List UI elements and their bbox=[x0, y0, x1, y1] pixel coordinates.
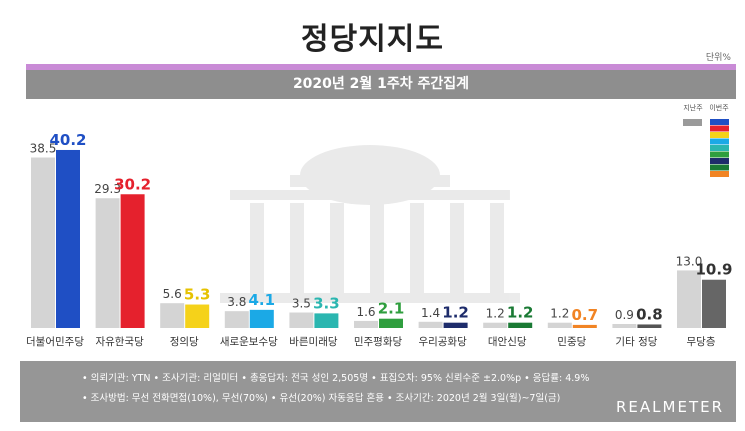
legend-prev-label: 지난주 bbox=[683, 103, 703, 112]
value-prev-4: 3.5 bbox=[292, 297, 311, 311]
value-prev-5: 1.6 bbox=[356, 305, 375, 319]
legend-curr-swatch-6 bbox=[710, 158, 729, 164]
bars: 38.540.2 더불어민주당 29.330.2 자유한국당 5.6 5.3 정의당 3.8 4… bbox=[26, 131, 732, 348]
survey-note-1: • 의뢰기관: YTN • 조사기관: 리얼미터 • 총응답자: 전국 성인 2… bbox=[82, 373, 590, 384]
legend-curr-swatch-4 bbox=[710, 145, 729, 151]
bar-prev-1 bbox=[95, 198, 120, 328]
value-prev-1: 29.3 bbox=[94, 182, 121, 196]
category-label-4: 바른미래당 bbox=[289, 336, 338, 348]
value-curr-2: 5.3 bbox=[184, 286, 211, 304]
legend-curr-swatch-3 bbox=[710, 138, 729, 145]
legend-curr-label: 이번주 bbox=[709, 103, 729, 112]
bar-curr-5 bbox=[379, 318, 403, 328]
category-label-6: 우리공화당 bbox=[418, 336, 467, 348]
legend-curr-swatch-2 bbox=[710, 132, 729, 138]
value-prev-3: 3.8 bbox=[227, 295, 246, 309]
category-label-8: 민중당 bbox=[557, 336, 586, 348]
category-label-9: 기타 정당 bbox=[615, 336, 657, 348]
legend-curr-swatch-1 bbox=[710, 125, 729, 132]
bar-curr-2 bbox=[185, 304, 210, 328]
accent-stripe bbox=[26, 64, 736, 70]
category-label-5: 민주평화당 bbox=[354, 336, 403, 348]
bar-prev-7 bbox=[483, 322, 508, 328]
bar-prev-9 bbox=[612, 324, 637, 328]
category-label-2: 정의당 bbox=[170, 336, 199, 348]
value-curr-1: 30.2 bbox=[114, 175, 151, 193]
bar-prev-10 bbox=[677, 270, 701, 328]
watermark-building-icon bbox=[220, 145, 520, 303]
legend-curr-swatch-8 bbox=[710, 171, 729, 177]
bar-curr-1 bbox=[120, 194, 145, 328]
value-prev-2: 5.6 bbox=[163, 287, 182, 301]
value-prev-0: 38.5 bbox=[30, 142, 57, 156]
bar-prev-5 bbox=[354, 320, 378, 328]
value-curr-0: 40.2 bbox=[49, 131, 86, 149]
value-curr-5: 2.1 bbox=[378, 300, 405, 318]
chart-subtitle: 2020년 2월 1주차 주간집계 bbox=[26, 70, 736, 99]
value-prev-10: 13.0 bbox=[676, 254, 703, 268]
bar-curr-7 bbox=[508, 322, 533, 328]
chart-legend: 지난주 이번주 bbox=[683, 103, 729, 177]
value-prev-9: 0.9 bbox=[615, 308, 634, 322]
bar-curr-3 bbox=[249, 309, 274, 328]
bar-curr-4 bbox=[314, 313, 339, 328]
bar-prev-2 bbox=[160, 303, 185, 328]
category-label-10: 무당층 bbox=[687, 336, 716, 348]
survey-footer: • 의뢰기관: YTN • 조사기관: 리얼미터 • 총응답자: 전국 성인 2… bbox=[20, 361, 736, 422]
category-label-3: 새로운보수당 bbox=[220, 336, 278, 348]
bar-curr-9 bbox=[637, 324, 662, 328]
value-prev-8: 1.2 bbox=[550, 307, 569, 321]
value-curr-4: 3.3 bbox=[313, 294, 340, 312]
bar-prev-4 bbox=[289, 312, 314, 328]
legend-curr-swatches bbox=[710, 119, 729, 177]
legend-curr-swatch-0 bbox=[710, 119, 729, 125]
brand-logo: REALMETER bbox=[616, 398, 724, 416]
bar-curr-10 bbox=[702, 279, 726, 328]
category-label-0: 더불어민주당 bbox=[26, 336, 84, 348]
value-curr-8: 0.7 bbox=[572, 306, 599, 324]
value-curr-6: 1.2 bbox=[442, 304, 469, 322]
bar-prev-0 bbox=[31, 157, 55, 328]
legend-curr-swatch-7 bbox=[710, 164, 729, 171]
chart-title: 정당지지도 bbox=[301, 22, 444, 57]
value-curr-10: 10.9 bbox=[695, 261, 732, 279]
bar-prev-6 bbox=[418, 321, 443, 328]
bar-curr-0 bbox=[56, 149, 80, 328]
value-curr-9: 0.8 bbox=[636, 305, 663, 323]
value-prev-6: 1.4 bbox=[421, 306, 440, 320]
category-label-7: 대안신당 bbox=[488, 336, 527, 348]
unit-label: 단위% bbox=[705, 53, 731, 63]
value-curr-3: 4.1 bbox=[249, 291, 276, 309]
bar-prev-8 bbox=[547, 322, 572, 328]
survey-note-2: • 조사방법: 무선 전화면접(10%), 무선(70%) • 유선(20%) … bbox=[82, 393, 561, 404]
bar-curr-6 bbox=[443, 322, 468, 328]
category-label-1: 자유한국당 bbox=[95, 336, 144, 348]
legend-curr-swatch-5 bbox=[710, 151, 729, 158]
bar-chart: 지난주 이번주 38.540.2 더불어민주당 29.330.2 자유한국당 5.6 5.… bbox=[26, 103, 732, 348]
bar-curr-8 bbox=[572, 324, 597, 328]
value-curr-7: 1.2 bbox=[507, 304, 534, 322]
value-prev-7: 1.2 bbox=[486, 307, 505, 321]
bar-prev-3 bbox=[224, 311, 249, 328]
legend-prev-swatch bbox=[683, 119, 702, 126]
